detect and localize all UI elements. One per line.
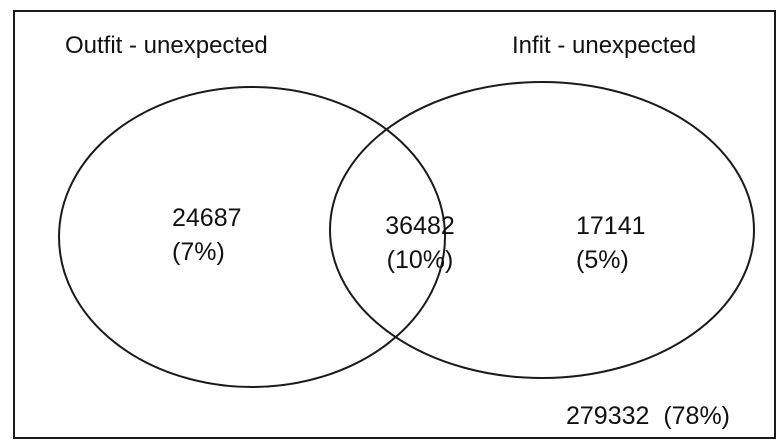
left-only-percent: (7%) (172, 238, 225, 266)
left-only-count: 24687 (172, 204, 242, 232)
right-only-percent: (5%) (576, 246, 629, 274)
diagram-frame (13, 10, 776, 439)
right-set-ellipse (329, 81, 755, 379)
left-set-label: Outfit - unexpected (65, 32, 268, 59)
right-only-region: 17141 (5%) (576, 209, 646, 277)
right-only-count: 17141 (576, 212, 646, 240)
left-only-region: 24687 (7%) (172, 201, 242, 269)
outside-region-text: 279332 (78%) (566, 402, 731, 430)
intersection-percent: (10%) (386, 246, 454, 274)
intersection-region: 36482 (10%) (372, 209, 468, 277)
intersection-count: 36482 (385, 212, 455, 240)
left-set-ellipse (58, 86, 446, 388)
right-set-label: Infit - unexpected (512, 32, 697, 59)
